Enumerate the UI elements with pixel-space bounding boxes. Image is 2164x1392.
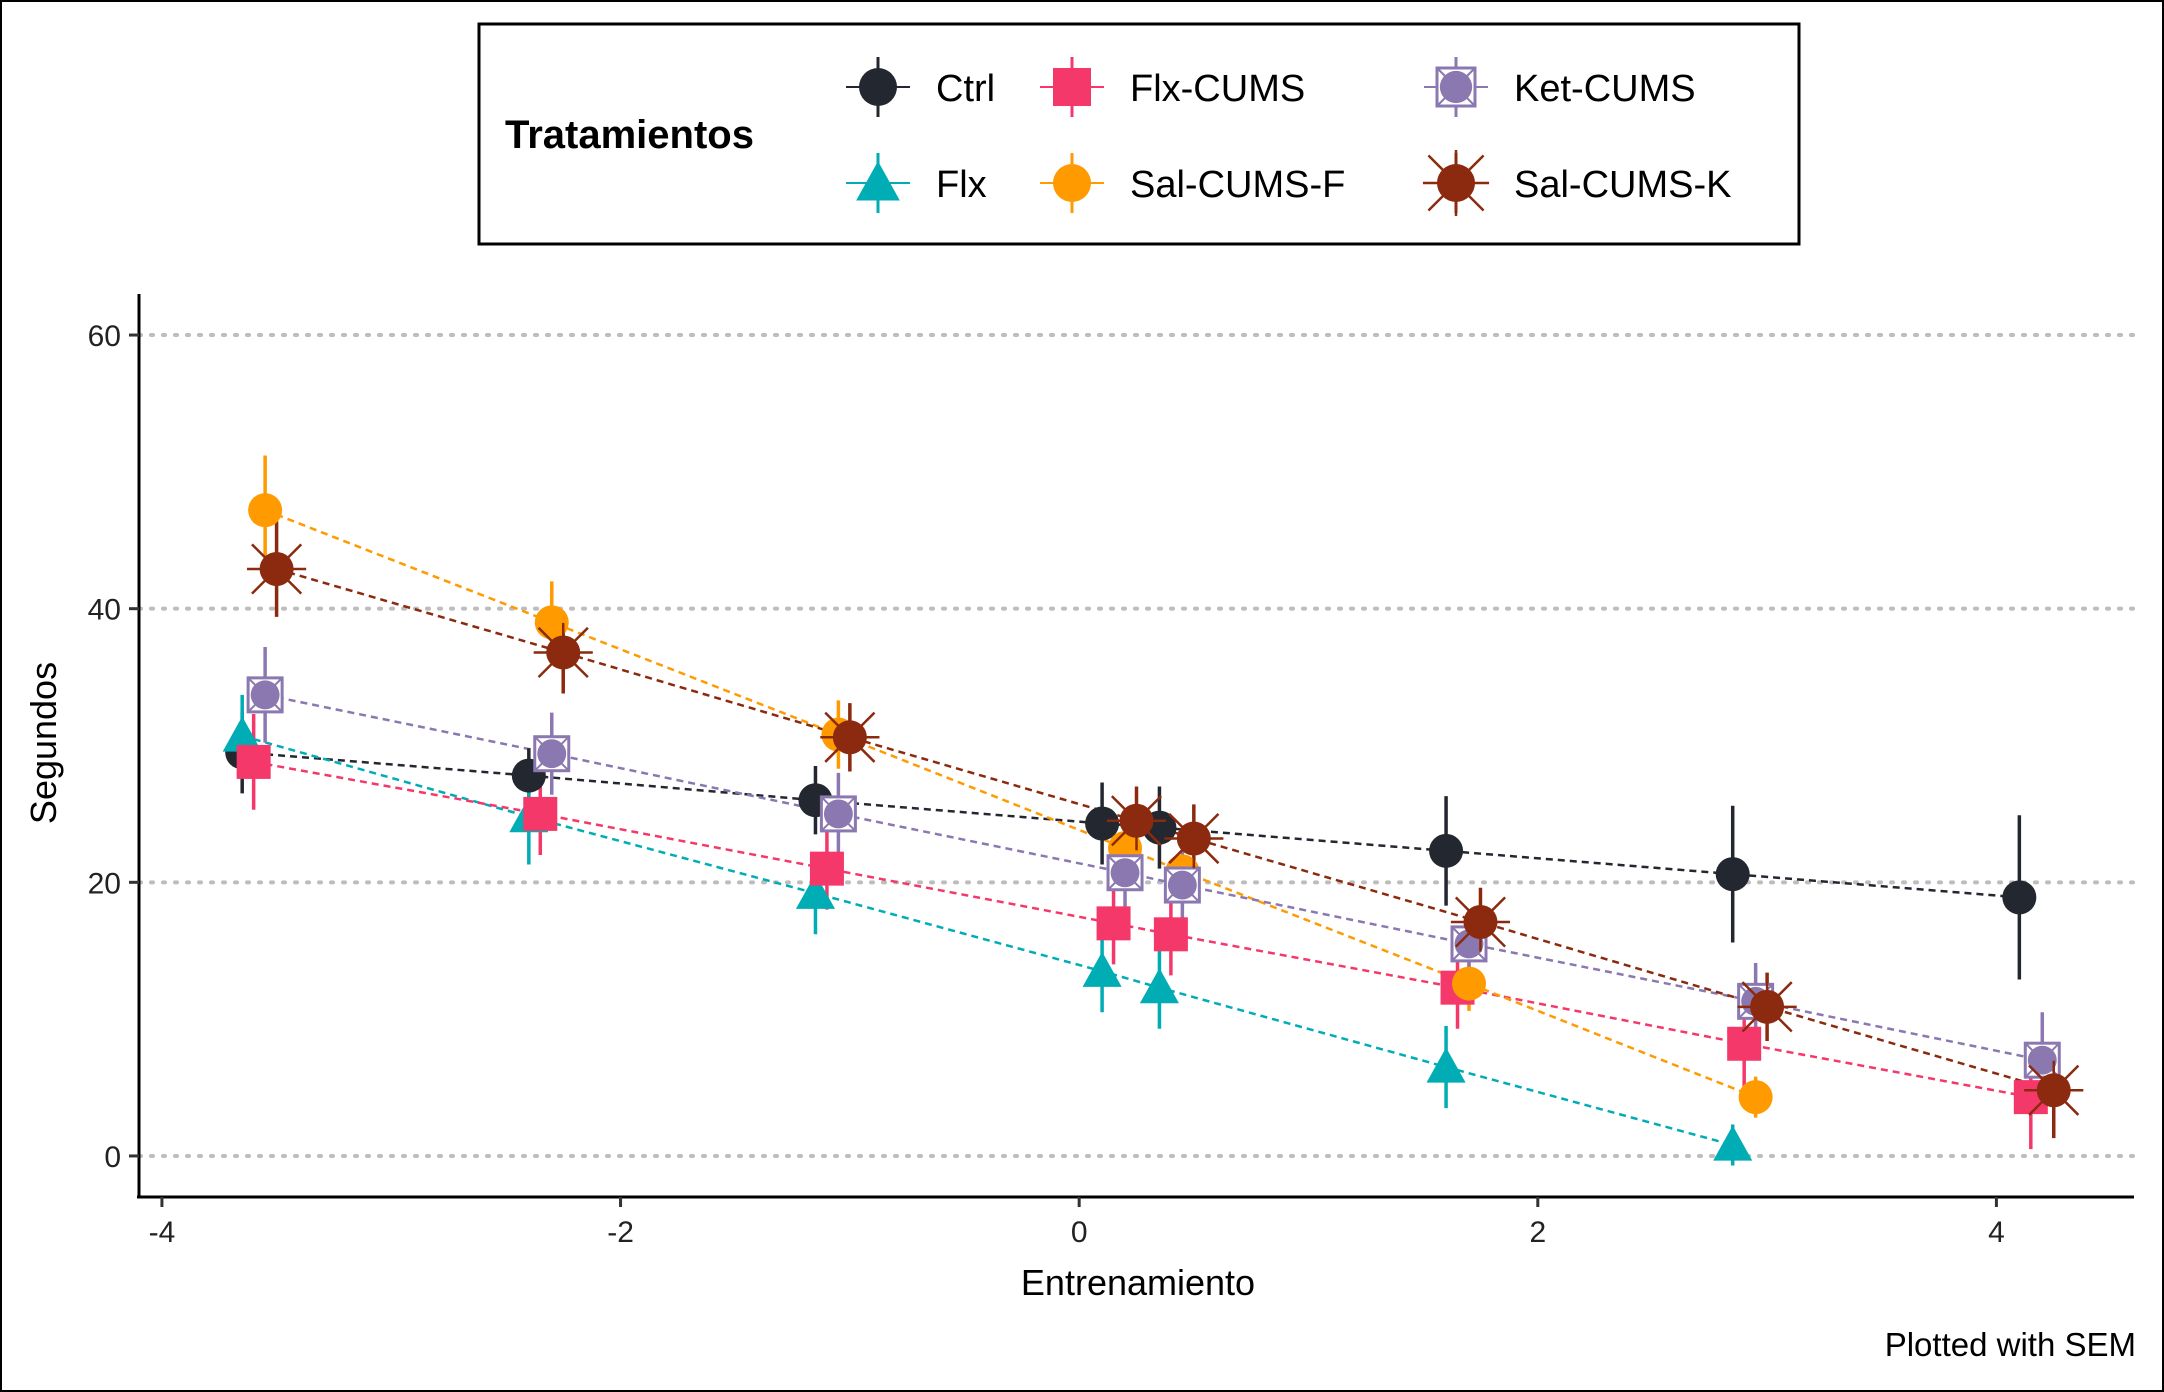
point-ctrl-5 <box>1429 833 1464 868</box>
legend-item-ctrl: Ctrl <box>846 57 995 117</box>
point-sal-cums-f-6 <box>1738 1080 1773 1115</box>
ticks: 0 20 40 60 -4 -2 0 2 4 <box>88 320 2005 1249</box>
point-sal-cums-f-5 <box>1452 966 1486 1001</box>
point-sal-cums-k-6 <box>1737 977 1797 1037</box>
point-sal-cums-k-4 <box>1164 808 1224 869</box>
y-tick-label: 0 <box>104 1141 121 1174</box>
y-tick-label: 60 <box>88 320 121 353</box>
legend-label: Ctrl <box>936 68 995 110</box>
legend-label: Flx <box>936 164 987 206</box>
point-ket-cums-0 <box>246 676 284 714</box>
point-flx-0 <box>222 716 262 752</box>
x-tick-label: 2 <box>1529 1216 1546 1249</box>
legend-item-sal-cums-f: Sal-CUMS-F <box>1040 153 1345 213</box>
point-flx-cums-6 <box>1727 1026 1762 1061</box>
legend-label: Flx-CUMS <box>1130 68 1305 110</box>
point-ket-cums-1 <box>533 735 571 773</box>
point-flx-cums-0 <box>236 744 271 779</box>
legend-item-ket-cums: Ket-CUMS <box>1424 57 1696 117</box>
x-tick-label: -2 <box>607 1216 634 1249</box>
y-axis-title: Segundos <box>23 662 64 824</box>
point-ket-cums-2 <box>819 795 857 833</box>
legend-label: Sal-CUMS-F <box>1130 164 1345 206</box>
point-flx-cums-1 <box>523 796 558 831</box>
series-line-ket-cums <box>264 693 2043 1062</box>
series-line-sal-cums-f <box>264 509 1757 1099</box>
legend-title: Tratamientos <box>505 113 754 157</box>
point-ctrl-7 <box>2002 880 2037 915</box>
axes <box>137 294 2134 1199</box>
point-flx-cums-2 <box>809 851 844 886</box>
point-sal-cums-k-7 <box>2024 1060 2084 1120</box>
legend-key-marker <box>1422 149 1490 217</box>
x-axis-title: Entrenamiento <box>1021 1262 1255 1303</box>
legend-label: Ket-CUMS <box>1514 68 1696 110</box>
data-points <box>222 493 2084 1161</box>
y-tick-label: 40 <box>88 594 121 627</box>
legend-item-flx: Flx <box>846 153 987 213</box>
legend-key-marker <box>859 68 897 106</box>
point-flx-2 <box>795 873 836 909</box>
point-ctrl-3 <box>1085 806 1120 841</box>
legend-key-marker <box>1053 68 1091 106</box>
point-ket-cums-3 <box>1106 854 1144 892</box>
legend-key-marker <box>1053 164 1091 202</box>
gridlines <box>137 333 2136 1158</box>
point-flx-cums-4 <box>1153 917 1188 952</box>
point-sal-cums-k-3 <box>1106 791 1167 851</box>
point-sal-cums-k-5 <box>1450 892 1511 952</box>
point-ctrl-6 <box>1715 857 1750 892</box>
point-sal-cums-f-0 <box>248 493 283 528</box>
legend-key-marker <box>1435 66 1477 108</box>
series-line-flx-cums <box>253 760 2032 1099</box>
y-tick-label: 20 <box>88 867 121 900</box>
series-line-flx <box>241 734 1734 1147</box>
caption: Plotted with SEM <box>1885 1326 2136 1363</box>
point-flx-6 <box>1713 1125 1753 1161</box>
x-tick-label: -4 <box>149 1216 176 1249</box>
point-sal-cums-k-0 <box>247 539 307 599</box>
legend-key-marker <box>856 161 900 201</box>
x-tick-label: 4 <box>1988 1216 2005 1249</box>
legend-keys: Ctrl Flx Flx-CUMS Sal-CUMS-F Ket-CUMS Sal-CUM… <box>846 57 1731 217</box>
point-sal-cums-k-2 <box>820 707 880 767</box>
legend-item-flx-cums: Flx-CUMS <box>1040 57 1305 117</box>
point-flx-3 <box>1082 951 1122 987</box>
legend-label: Sal-CUMS-K <box>1514 164 1731 206</box>
point-sal-cums-k-1 <box>533 622 593 683</box>
x-tick-label: 0 <box>1071 1216 1088 1249</box>
legend-box <box>477 22 1801 246</box>
point-flx-cums-3 <box>1096 906 1131 941</box>
legend: Tratamientos Ctrl Flx Flx-CUMS Sal-CUMS-F Ke… <box>477 22 1801 246</box>
point-flx-5 <box>1426 1047 1466 1083</box>
point-flx-4 <box>1139 968 1179 1004</box>
point-ket-cums-4 <box>1163 866 1201 904</box>
legend-item-sal-cums-k: Sal-CUMS-K <box>1422 149 1731 217</box>
